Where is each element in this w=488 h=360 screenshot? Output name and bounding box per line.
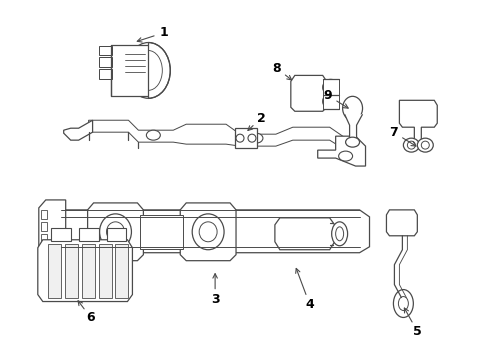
Bar bbox=[41, 246, 47, 255]
Bar bbox=[41, 234, 47, 243]
Ellipse shape bbox=[416, 138, 432, 152]
Polygon shape bbox=[307, 220, 312, 248]
Ellipse shape bbox=[322, 93, 338, 109]
Polygon shape bbox=[110, 45, 148, 96]
Polygon shape bbox=[317, 136, 365, 166]
Ellipse shape bbox=[199, 222, 217, 242]
Text: 7: 7 bbox=[388, 126, 397, 139]
Text: 5: 5 bbox=[412, 325, 421, 338]
Bar bbox=[99, 58, 111, 67]
Polygon shape bbox=[274, 218, 334, 250]
Bar bbox=[81, 244, 94, 298]
Text: 3: 3 bbox=[210, 293, 219, 306]
Bar bbox=[41, 210, 47, 219]
Ellipse shape bbox=[146, 130, 160, 140]
Ellipse shape bbox=[421, 141, 428, 149]
Text: 8: 8 bbox=[272, 62, 281, 75]
Bar bbox=[48, 244, 61, 298]
Polygon shape bbox=[344, 114, 362, 142]
Polygon shape bbox=[386, 210, 416, 236]
Ellipse shape bbox=[126, 42, 170, 98]
Bar bbox=[79, 228, 99, 241]
Text: 4: 4 bbox=[305, 298, 313, 311]
Bar bbox=[99, 69, 111, 80]
Bar bbox=[99, 244, 111, 298]
Polygon shape bbox=[290, 75, 326, 111]
Polygon shape bbox=[56, 210, 369, 253]
Polygon shape bbox=[39, 200, 65, 263]
Ellipse shape bbox=[247, 134, 255, 142]
Polygon shape bbox=[321, 220, 326, 248]
Bar bbox=[115, 244, 128, 298]
Ellipse shape bbox=[331, 222, 347, 246]
Bar bbox=[99, 45, 111, 55]
Ellipse shape bbox=[134, 50, 162, 90]
Ellipse shape bbox=[403, 138, 419, 152]
Ellipse shape bbox=[335, 227, 343, 241]
Bar bbox=[322, 80, 338, 109]
Ellipse shape bbox=[398, 297, 407, 310]
Ellipse shape bbox=[192, 214, 224, 250]
Ellipse shape bbox=[100, 214, 131, 250]
Ellipse shape bbox=[106, 222, 124, 242]
Ellipse shape bbox=[338, 151, 352, 161]
Ellipse shape bbox=[407, 141, 414, 149]
Text: 9: 9 bbox=[323, 89, 331, 102]
Ellipse shape bbox=[248, 133, 263, 143]
Bar bbox=[235, 128, 256, 148]
Text: 6: 6 bbox=[86, 311, 95, 324]
Bar bbox=[106, 228, 126, 241]
Bar bbox=[51, 228, 71, 241]
Polygon shape bbox=[88, 120, 355, 150]
Ellipse shape bbox=[236, 134, 244, 142]
Polygon shape bbox=[279, 220, 285, 248]
Bar bbox=[64, 244, 78, 298]
Polygon shape bbox=[314, 220, 319, 248]
Polygon shape bbox=[87, 203, 143, 261]
Polygon shape bbox=[399, 100, 436, 143]
Polygon shape bbox=[63, 120, 92, 140]
Polygon shape bbox=[286, 220, 291, 248]
Ellipse shape bbox=[345, 137, 359, 147]
Text: 1: 1 bbox=[160, 26, 168, 39]
Ellipse shape bbox=[393, 289, 412, 318]
Ellipse shape bbox=[342, 96, 362, 120]
Text: 2: 2 bbox=[256, 112, 265, 125]
Polygon shape bbox=[180, 203, 236, 261]
Ellipse shape bbox=[322, 80, 338, 95]
Polygon shape bbox=[38, 240, 132, 302]
Polygon shape bbox=[293, 220, 298, 248]
Polygon shape bbox=[140, 215, 183, 249]
Bar bbox=[41, 222, 47, 231]
Polygon shape bbox=[300, 220, 305, 248]
